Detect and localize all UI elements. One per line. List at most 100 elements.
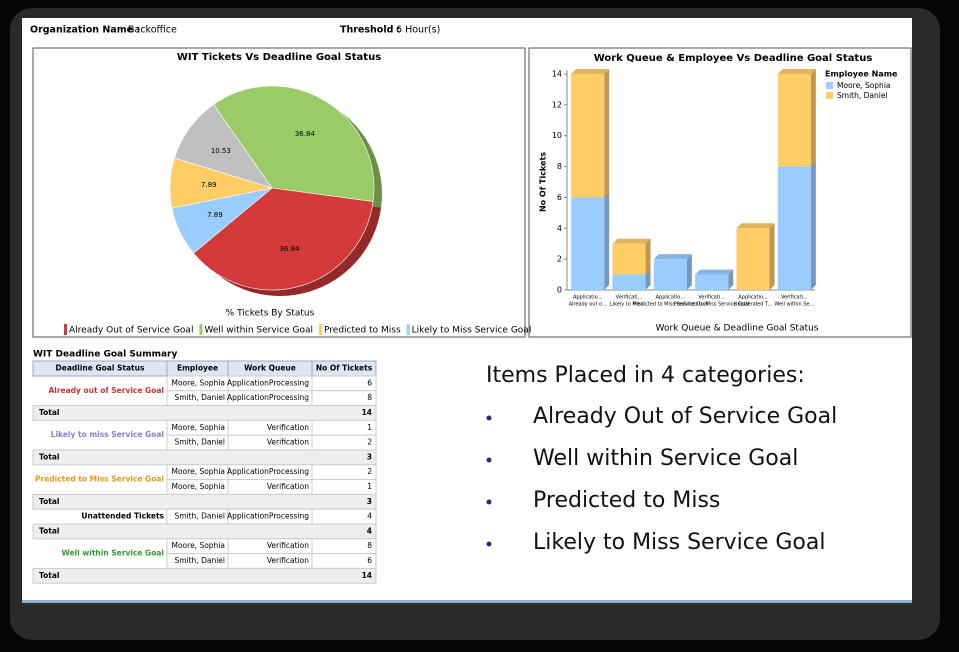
x-tick-label: Unattended T... xyxy=(734,302,773,308)
legend-label: Well within Service Goal xyxy=(204,326,313,336)
legend-swatch xyxy=(826,82,833,89)
cell: 4 xyxy=(367,512,372,521)
slice-label: 36.84 xyxy=(295,130,316,138)
x-tick-label: Applicatio... xyxy=(738,295,768,301)
bullet-text: Well within Service Goal xyxy=(533,446,798,471)
bar-top xyxy=(695,269,734,275)
total-label: Total xyxy=(39,526,60,535)
table-title: WIT Deadline Goal Summary xyxy=(33,350,177,360)
bullet xyxy=(486,541,492,547)
cell: ApplicationProcessing xyxy=(227,378,309,387)
cell: Moore, Sophia xyxy=(172,467,226,476)
legend-label: Likely to Miss Service Goal xyxy=(412,326,532,336)
cell: ApplicationProcessing xyxy=(227,467,309,476)
summary-table: Deadline Goal Status Employee Work Queue No… xyxy=(32,360,377,584)
x-tick-label: Likely to Miss... xyxy=(610,302,649,308)
bar-y-label: No Of Tickets xyxy=(539,152,548,212)
cell: Moore, Sophia xyxy=(172,423,226,432)
cell: Moore, Sophia xyxy=(172,541,226,550)
status-cell: Already out of Service Goal xyxy=(48,386,164,395)
org-value: Backoffice xyxy=(128,25,177,36)
bar-top xyxy=(612,238,651,244)
y-tick-label: 8 xyxy=(557,162,562,171)
x-tick-label: Applicatio... xyxy=(573,295,603,301)
bar-side xyxy=(604,192,610,290)
bar-segment xyxy=(736,228,770,290)
bar-segment xyxy=(612,274,646,290)
cell: Verification xyxy=(267,556,309,565)
cell: 6 xyxy=(367,378,372,387)
cell: Verification xyxy=(267,482,309,491)
x-tick-label: Predicted to Miss Service Goal xyxy=(633,302,709,308)
status-cell: Predicted to Miss Service Goal xyxy=(35,475,164,484)
bar-side xyxy=(604,69,610,198)
column-header: Deadline Goal Status xyxy=(56,364,145,373)
y-tick-label: 6 xyxy=(557,193,562,202)
bar-side xyxy=(728,269,734,290)
slice-label: 10.53 xyxy=(211,147,231,155)
x-tick-label: Verificati... xyxy=(698,295,725,301)
legend-swatch xyxy=(319,324,323,335)
y-tick-label: 10 xyxy=(552,131,562,140)
bullet xyxy=(486,457,492,463)
total-row xyxy=(32,523,377,540)
legend-swatch xyxy=(406,324,410,335)
bar-side xyxy=(645,269,651,290)
y-tick-label: 12 xyxy=(552,100,562,109)
x-tick-label: Verificati... xyxy=(781,295,808,301)
cell: Smith, Daniel xyxy=(174,393,225,402)
header: Organization Name : Backoffice Threshold… xyxy=(30,25,440,36)
pie-slice xyxy=(174,104,273,189)
bar-top xyxy=(777,69,816,74)
cell: Smith, Daniel xyxy=(174,512,225,521)
cell: ApplicationProcessing xyxy=(227,393,309,402)
bar-segment xyxy=(653,259,687,290)
pie-slice xyxy=(213,85,375,202)
legend-swatch xyxy=(826,92,833,99)
pie-slice xyxy=(193,187,374,291)
threshold-label: Threshold : xyxy=(340,25,400,36)
bar-side xyxy=(810,69,816,167)
pie-title: WIT Tickets Vs Deadline Goal Status xyxy=(177,52,381,63)
slice-label: 7.89 xyxy=(201,181,217,189)
bar-segment xyxy=(571,74,605,198)
legend-swatch xyxy=(199,324,203,335)
column-header: Employee xyxy=(177,364,218,373)
total-value: 3 xyxy=(367,497,372,506)
cell: Smith, Daniel xyxy=(174,556,225,565)
bullet xyxy=(486,499,492,505)
bar-top xyxy=(653,254,692,260)
x-tick-label: Well within Se... xyxy=(774,302,814,308)
y-tick-label: 14 xyxy=(552,70,562,79)
cell: 6 xyxy=(367,556,372,565)
cell: 2 xyxy=(367,438,372,447)
panel-border xyxy=(22,600,912,603)
bar-top xyxy=(736,223,775,229)
cell: 1 xyxy=(367,482,372,491)
bar-side xyxy=(769,223,775,290)
bar-x-label: Work Queue & Deadline Goal Status xyxy=(656,324,819,334)
legend-title: Employee Name xyxy=(825,70,898,79)
column-header: No Of Tickets xyxy=(316,364,373,373)
bullets-heading: Items Placed in 4 categories: xyxy=(486,363,805,388)
legend-label: Already Out of Service Goal xyxy=(69,326,193,336)
bar-segment xyxy=(777,74,811,167)
total-row xyxy=(32,493,377,510)
cell: Verification xyxy=(267,541,309,550)
pie-subtitle: % Tickets By Status xyxy=(226,309,315,319)
total-label: Total xyxy=(39,408,60,417)
status-cell: Well within Service Goal xyxy=(61,549,164,558)
cell: 1 xyxy=(367,423,372,432)
cell: Moore, Sophia xyxy=(172,378,226,387)
total-row xyxy=(32,567,377,584)
cell: Verification xyxy=(267,423,309,432)
y-tick-label: 2 xyxy=(557,255,562,264)
bar-side xyxy=(645,238,651,275)
cell: Smith, Daniel xyxy=(174,438,225,447)
legend-label: Smith, Daniel xyxy=(837,91,888,100)
bullet-text: Already Out of Service Goal xyxy=(533,404,837,429)
bar-segment xyxy=(777,166,811,290)
